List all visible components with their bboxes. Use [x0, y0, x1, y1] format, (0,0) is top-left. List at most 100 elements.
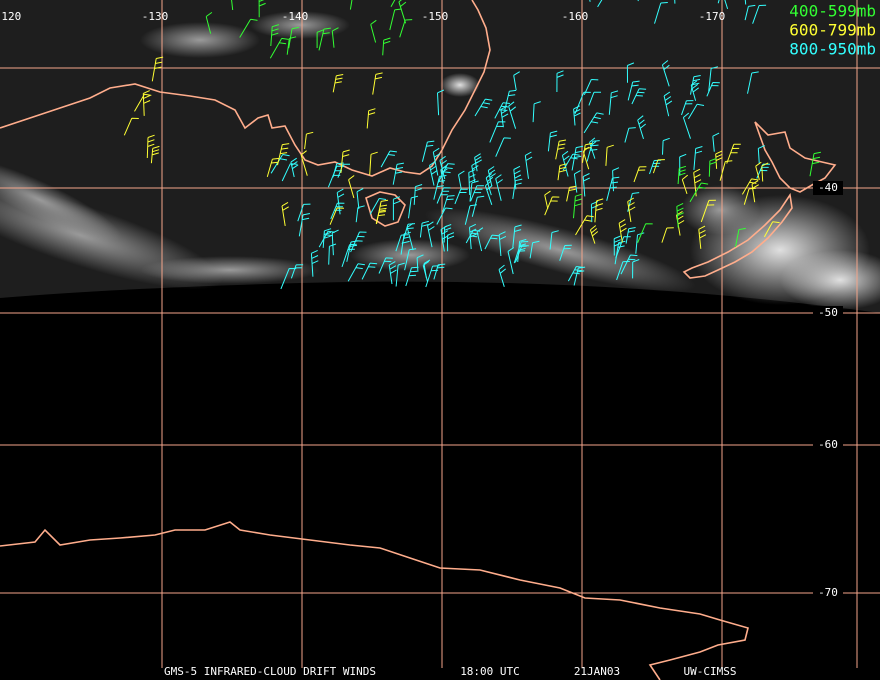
wind-barb: [513, 241, 529, 264]
wind-barb: [544, 196, 560, 216]
wind-barb: [582, 142, 593, 163]
wind-barb: [205, 11, 213, 34]
wind-barb: [500, 105, 509, 128]
wind-barb: [512, 178, 523, 199]
wind-barb: [690, 80, 699, 101]
wind-barb: [626, 62, 635, 83]
wind-barb: [458, 170, 465, 190]
wind-barb: [316, 29, 324, 48]
wind-barb: [624, 127, 636, 143]
wind-barb: [416, 254, 424, 272]
wind-barb: [281, 163, 298, 182]
wind-barb: [574, 91, 591, 114]
wind-barb: [400, 231, 412, 255]
wind-barb: [150, 145, 160, 164]
wind-barb: [474, 153, 482, 172]
wind-barb: [443, 224, 452, 243]
wind-barbs: [123, 0, 821, 290]
wind-barb: [350, 231, 367, 253]
wind-barb: [495, 174, 503, 201]
wind-barb: [290, 264, 304, 279]
wind-barb: [277, 143, 290, 166]
wind-barb: [366, 108, 376, 129]
wind-barb: [375, 207, 387, 224]
wind-barb: [436, 187, 451, 204]
lat-label-bg: [813, 438, 843, 452]
wind-barb: [498, 231, 507, 257]
wind-barb: [687, 103, 705, 120]
wind-barb: [715, 150, 723, 169]
wind-barb: [310, 249, 319, 277]
wind-barb: [547, 130, 558, 152]
wind-barb: [239, 18, 258, 38]
wind-barb: [594, 198, 604, 223]
wind-barb: [556, 70, 564, 93]
lat-label-bg: [813, 306, 843, 320]
wind-barb: [689, 182, 709, 203]
wind-barb: [549, 230, 559, 250]
wind-barb: [390, 0, 396, 8]
australia-coast: [0, 0, 491, 177]
wind-barb: [573, 105, 581, 126]
wind-barb: [392, 196, 401, 221]
wind-barb: [566, 185, 577, 202]
wind-barb: [369, 198, 387, 215]
wind-barb: [582, 173, 591, 197]
wind-barb: [616, 260, 630, 281]
wind-barb: [425, 265, 440, 288]
wind-barb: [436, 207, 453, 225]
wind-barb: [700, 199, 716, 223]
wind-barb: [489, 121, 506, 143]
wind-barb: [606, 176, 620, 201]
wind-barb: [378, 257, 393, 274]
wind-barb: [346, 240, 358, 262]
wind-barb: [613, 235, 621, 256]
wind-barb: [605, 144, 614, 166]
wind-barb: [369, 151, 378, 175]
wind-barb: [514, 245, 529, 263]
wind-barb: [559, 244, 572, 261]
wind-barb: [266, 157, 280, 178]
wind-barb: [625, 227, 636, 244]
wind-barb: [470, 185, 484, 202]
wind-barb: [513, 71, 520, 91]
wind-barb: [419, 220, 430, 238]
wind-barb: [405, 266, 419, 287]
legend-entry: 600-799mb: [789, 21, 876, 40]
wind-barb: [355, 205, 365, 223]
wind-barb: [432, 147, 441, 176]
wind-barb: [597, 0, 603, 8]
wind-barb: [280, 268, 297, 290]
wind-barb: [561, 150, 570, 177]
wind-barb: [392, 162, 404, 185]
wind-barb: [589, 137, 597, 159]
wind-barb: [269, 37, 289, 59]
wind-barb: [341, 243, 357, 268]
wind-barb: [318, 27, 331, 51]
lon-label: -160: [562, 10, 589, 23]
wind-barb: [446, 232, 455, 252]
wind-barb: [433, 263, 446, 280]
wind-barb: [123, 117, 139, 136]
wind-barb: [719, 160, 733, 181]
antarctica-coast: [0, 521, 749, 680]
wind-barb: [612, 167, 620, 192]
lon-label: -140: [282, 10, 309, 23]
wind-barb: [573, 193, 583, 219]
wind-barb: [270, 154, 290, 174]
wind-barb: [677, 165, 687, 185]
wind-barb: [471, 195, 485, 217]
wind-barb: [761, 162, 769, 182]
wind-barb: [757, 145, 765, 165]
wind-barb: [681, 100, 694, 116]
wind-barb: [300, 150, 308, 176]
wind-barb: [337, 163, 351, 178]
wind-barb: [620, 254, 638, 275]
wind-barb: [330, 202, 345, 220]
wind-barb: [654, 2, 668, 24]
cloud-imagery: [0, 0, 880, 313]
wind-barb: [676, 202, 684, 228]
wind-barb: [421, 140, 435, 162]
